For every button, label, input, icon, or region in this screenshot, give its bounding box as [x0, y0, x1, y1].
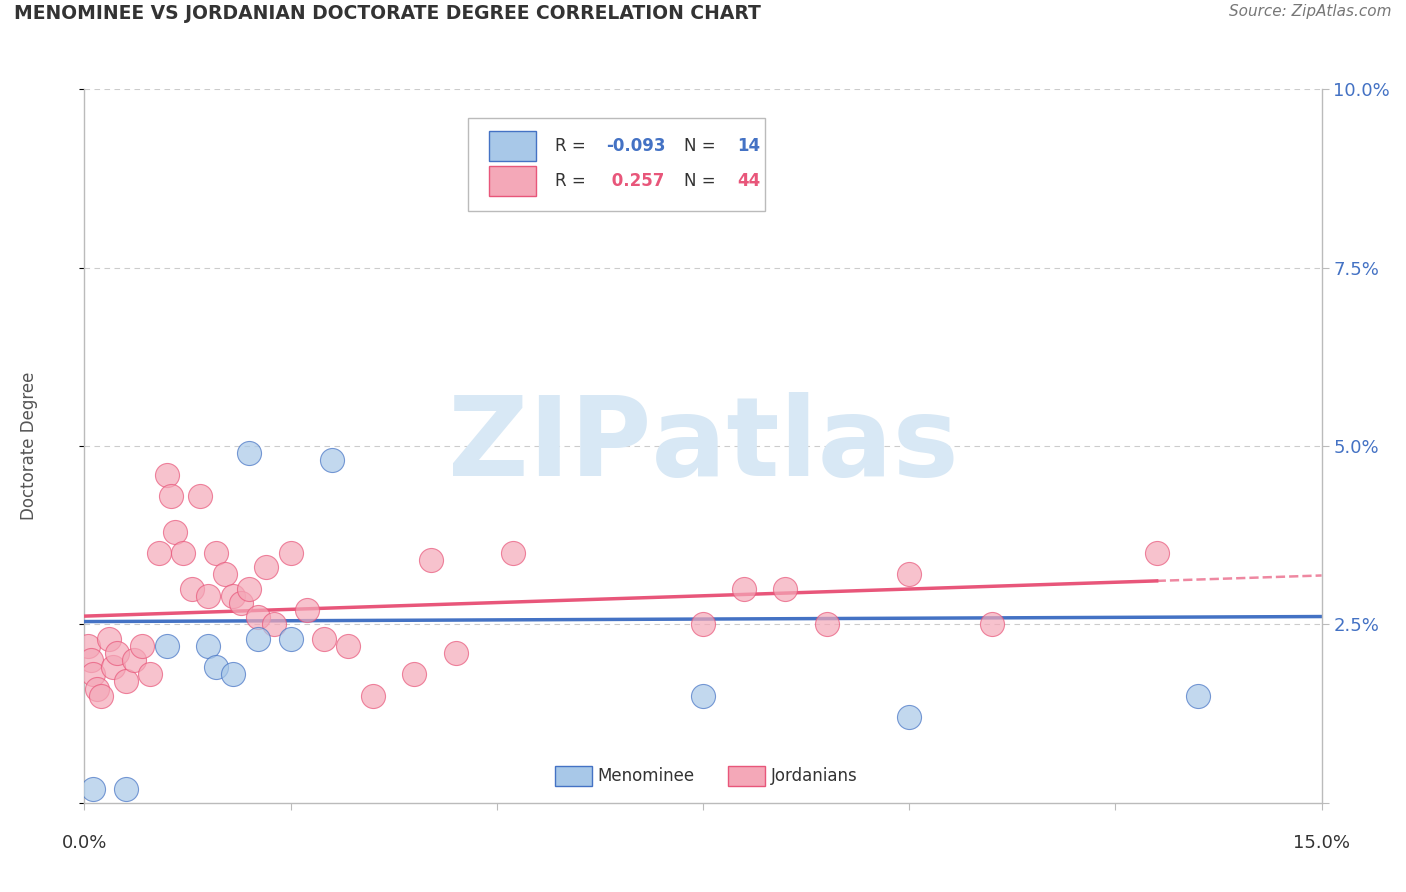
Text: 14: 14 — [738, 136, 761, 154]
Bar — [489, 166, 536, 196]
Text: 15.0%: 15.0% — [1294, 834, 1350, 852]
Point — [502, 546, 524, 560]
Point — [205, 546, 228, 560]
FancyBboxPatch shape — [468, 118, 765, 211]
Point — [165, 524, 187, 539]
Point — [337, 639, 360, 653]
Point — [160, 489, 183, 503]
Point — [156, 467, 179, 482]
Point — [980, 617, 1002, 632]
Point — [197, 589, 219, 603]
Point — [98, 632, 121, 646]
Point — [1187, 689, 1209, 703]
Point — [238, 446, 260, 460]
Point — [419, 553, 441, 567]
Point — [229, 596, 252, 610]
Point — [295, 603, 318, 617]
Point — [280, 546, 302, 560]
Point — [1146, 546, 1168, 560]
Point — [280, 632, 302, 646]
Point — [122, 653, 145, 667]
Point — [82, 781, 104, 796]
Point — [485, 168, 508, 182]
Point — [156, 639, 179, 653]
Point — [197, 639, 219, 653]
Text: MENOMINEE VS JORDANIAN DOCTORATE DEGREE CORRELATION CHART: MENOMINEE VS JORDANIAN DOCTORATE DEGREE … — [14, 4, 761, 23]
Point — [105, 646, 128, 660]
Bar — [554, 766, 592, 787]
Point — [114, 781, 136, 796]
Text: N =: N = — [685, 172, 721, 190]
Point — [692, 617, 714, 632]
Point — [82, 667, 104, 681]
Point — [254, 560, 277, 574]
Text: -0.093: -0.093 — [606, 136, 666, 154]
Point — [180, 582, 202, 596]
Point — [898, 710, 921, 724]
Point — [148, 546, 170, 560]
Bar — [728, 766, 765, 787]
Point — [103, 660, 125, 674]
Point — [90, 689, 112, 703]
Point — [131, 639, 153, 653]
Text: Doctorate Degree: Doctorate Degree — [20, 372, 38, 520]
Point — [139, 667, 162, 681]
Point — [361, 689, 384, 703]
Point — [263, 617, 285, 632]
Text: 0.0%: 0.0% — [62, 834, 107, 852]
Point — [222, 589, 245, 603]
Point — [80, 653, 103, 667]
Text: ZIP​atlas: ZIP​atlas — [447, 392, 959, 500]
Point — [733, 582, 755, 596]
Point — [86, 681, 108, 696]
Point — [238, 582, 260, 596]
Text: Menominee: Menominee — [598, 767, 695, 785]
Point — [815, 617, 838, 632]
Point — [214, 567, 236, 582]
Point — [312, 632, 335, 646]
Point — [692, 689, 714, 703]
Text: 44: 44 — [738, 172, 761, 190]
Point — [188, 489, 211, 503]
Point — [172, 546, 194, 560]
Point — [77, 639, 100, 653]
Text: N =: N = — [685, 136, 721, 154]
Point — [404, 667, 426, 681]
Point — [205, 660, 228, 674]
Text: R =: R = — [554, 136, 591, 154]
Bar — [489, 130, 536, 161]
Point — [222, 667, 245, 681]
Text: 0.257: 0.257 — [606, 172, 665, 190]
Text: R =: R = — [554, 172, 591, 190]
Point — [898, 567, 921, 582]
Point — [444, 646, 467, 660]
Text: Source: ZipAtlas.com: Source: ZipAtlas.com — [1229, 4, 1392, 20]
Point — [246, 610, 269, 624]
Point — [246, 632, 269, 646]
Text: Jordanians: Jordanians — [770, 767, 858, 785]
Point — [114, 674, 136, 689]
Point — [321, 453, 343, 467]
Point — [775, 582, 797, 596]
